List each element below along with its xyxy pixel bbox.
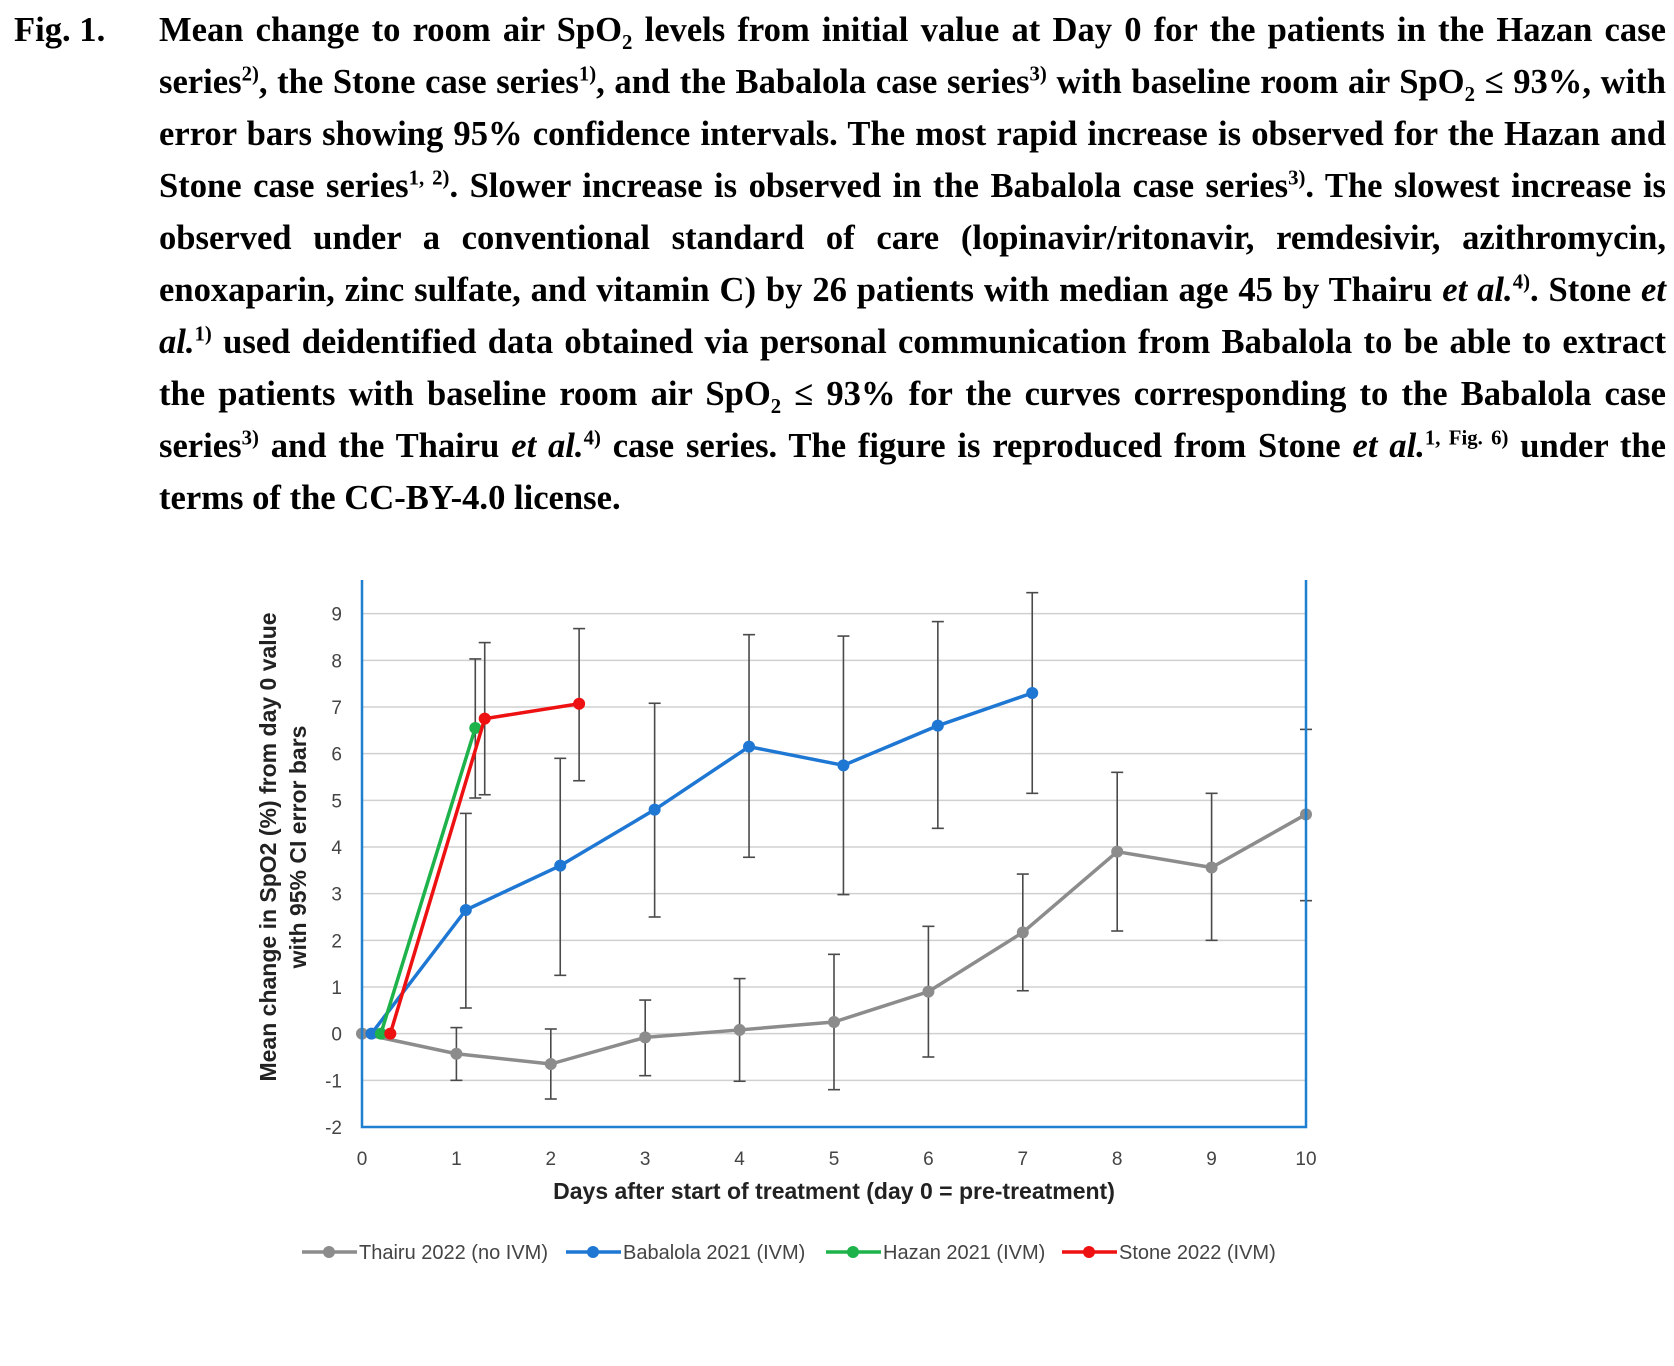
caption-text: Mean change to room air SpO2 levels from…	[159, 4, 1666, 524]
caption-segment: ≤ 93% for the curves corresponding to th…	[159, 375, 1666, 465]
series-line	[370, 691, 1033, 1035]
legend-label: Babalola 2021 (IVM)	[623, 1242, 805, 1264]
caption-segment: et al.	[511, 427, 584, 465]
caption-segment: 1, Fig. 6)	[1424, 427, 1509, 450]
data-point	[478, 712, 491, 725]
figure-label: Fig. 1.	[14, 11, 106, 49]
spo2-line-chart: -2-1012345678910012345678910Days after s…	[255, 580, 1317, 1264]
caption-segment: 4)	[583, 427, 601, 450]
x-tick-label: 1	[451, 1149, 462, 1170]
caption-segment: 4)	[1512, 271, 1530, 294]
data-point	[1111, 845, 1124, 858]
data-point	[931, 719, 944, 732]
data-point	[384, 1027, 397, 1040]
x-tick-label: 7	[1018, 1149, 1029, 1170]
caption-segment: Mean change to room air SpO	[159, 11, 623, 49]
caption-segment: 3)	[1288, 167, 1306, 190]
caption-segment: 2	[1464, 83, 1475, 106]
caption-segment: ≤ 93%, with error bars showing 95% confi…	[159, 63, 1666, 205]
data-point	[450, 1047, 463, 1060]
legend-entry: Babalola 2021 (IVM)	[566, 1242, 805, 1264]
data-point	[469, 722, 482, 734]
y-tick-label: 1	[331, 978, 342, 999]
caption-segment: , the Stone case series	[258, 63, 579, 101]
caption-segment: . The slowest increase is observed under…	[159, 167, 1667, 309]
caption-segment: , and the Babalola case series	[596, 63, 1030, 101]
data-point	[733, 1023, 746, 1036]
figure-caption: Fig. 1. Mean change to room air SpO2 lev…	[14, 4, 1666, 524]
caption-segment: . Slower increase is observed in the Bab…	[449, 167, 1289, 205]
caption-segment: 3)	[241, 427, 259, 450]
x-tick-label: 5	[829, 1149, 840, 1170]
caption-segment: case series. The figure is reproduced fr…	[600, 427, 1353, 465]
x-tick-label: 2	[546, 1149, 557, 1170]
data-point	[573, 697, 586, 710]
y-tick-label: 7	[331, 698, 342, 719]
x-tick-label: 4	[734, 1149, 745, 1170]
caption-segment: et al.	[159, 271, 1667, 361]
legend-marker	[587, 1246, 599, 1258]
caption-segment: 1, 2)	[408, 167, 450, 190]
legend-label: Stone 2022 (IVM)	[1119, 1242, 1276, 1264]
caption-segment: . Stone	[1529, 271, 1642, 309]
x-tick-label: 10	[1295, 1149, 1316, 1170]
data-point	[374, 1027, 387, 1040]
data-point	[639, 1031, 652, 1044]
data-point	[837, 759, 850, 772]
caption-segment: 2	[770, 395, 782, 418]
legend-entry: Hazan 2021 (IVM)	[826, 1242, 1045, 1264]
legend-marker	[323, 1246, 335, 1258]
caption-segment: 1)	[194, 323, 212, 346]
x-tick-label: 3	[640, 1149, 651, 1170]
data-point	[554, 859, 567, 872]
data-point	[1026, 687, 1039, 699]
y-axis-title-line: Mean change in SpO2 (%) from day 0 value	[255, 612, 281, 1081]
y-tick-label: 3	[331, 885, 342, 906]
y-tick-label: -1	[325, 1071, 342, 1092]
y-tick-label: 4	[331, 838, 342, 859]
legend-label: Hazan 2021 (IVM)	[883, 1242, 1045, 1264]
y-axis-title-line: with 95% CI error bars	[285, 726, 311, 970]
caption-segment: et al.	[1442, 271, 1513, 309]
legend-marker	[847, 1246, 859, 1258]
y-tick-label: 0	[331, 1025, 342, 1046]
caption-segment: 1)	[578, 63, 597, 86]
x-axis-title: Days after start of treatment (day 0 = p…	[553, 1178, 1115, 1204]
x-tick-label: 9	[1206, 1149, 1217, 1170]
y-axis-title: Mean change in SpO2 (%) from day 0 value…	[255, 612, 311, 1081]
y-tick-label: 5	[331, 791, 342, 812]
data-point	[828, 1016, 840, 1028]
y-tick-label: 2	[331, 931, 342, 952]
data-point	[459, 904, 472, 916]
caption-segment: and the Thairu	[258, 427, 512, 465]
y-tick-label: 6	[331, 745, 342, 766]
data-point	[544, 1058, 557, 1070]
data-point	[1205, 861, 1218, 874]
y-tick-label: 9	[331, 605, 342, 626]
caption-segment: 2)	[241, 63, 259, 86]
caption-segment: 2	[622, 31, 633, 54]
caption-segment: used deidentified data obtained via pers…	[159, 323, 1666, 413]
data-point	[743, 740, 756, 753]
data-point	[922, 985, 935, 998]
caption-segment: with baseline room air SpO	[1046, 63, 1465, 101]
legend-label: Thairu 2022 (no IVM)	[359, 1242, 548, 1264]
x-tick-label: 8	[1112, 1149, 1123, 1170]
caption-segment: 3)	[1029, 63, 1047, 86]
legend-marker	[1083, 1246, 1095, 1258]
x-tick-label: 0	[357, 1149, 368, 1170]
y-tick-label: -2	[325, 1118, 342, 1139]
plot-border	[360, 580, 1308, 1129]
caption-segment: et al.	[1352, 427, 1425, 465]
caption-segment: under the terms of the CC-BY-4.0 license…	[159, 427, 1667, 517]
data-point	[1016, 926, 1029, 939]
data-point	[365, 1027, 378, 1040]
caption-segment: levels from initial value at Day 0 for t…	[159, 11, 1666, 101]
legend-entry: Stone 2022 (IVM)	[1062, 1242, 1276, 1264]
legend-entry: Thairu 2022 (no IVM)	[302, 1242, 548, 1264]
data-point	[648, 803, 661, 816]
x-tick-label: 6	[923, 1149, 934, 1170]
y-tick-label: 8	[331, 651, 342, 672]
series-line	[379, 727, 477, 1035]
